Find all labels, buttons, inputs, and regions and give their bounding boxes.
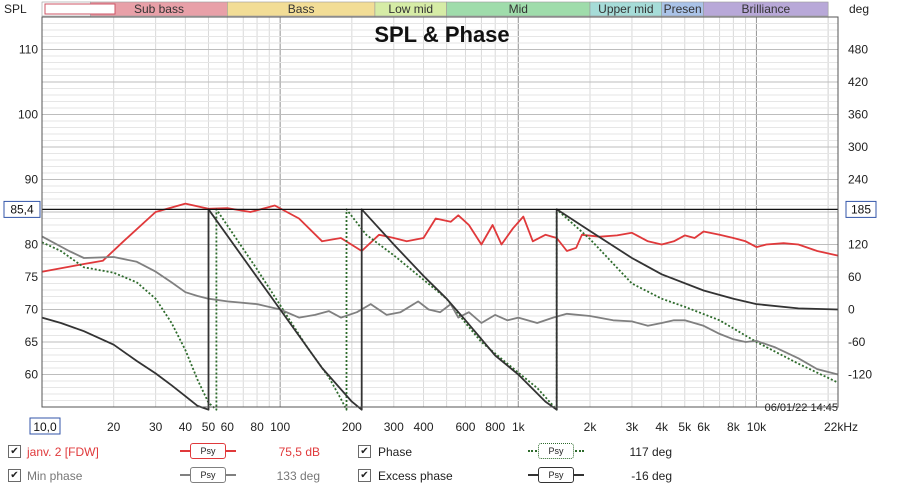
legend-swatch-box: Psy [538, 443, 574, 459]
y-right-tick-label: 480 [848, 43, 868, 57]
x-tick-label: 60 [221, 420, 235, 434]
legend-row: ✔ janv. 2 [FDW] Psy 75,5 dB ✔ Phase Psy 117 deg [0, 441, 900, 463]
x-tick-label: 40 [179, 420, 193, 434]
y-left-tick-label: 75 [25, 270, 39, 284]
grid-lines [42, 16, 838, 408]
legend-swatch-box: Psy [538, 467, 574, 483]
x-tick-label: 2k [584, 420, 598, 434]
y-right-tick-label: -120 [848, 368, 872, 382]
legend-value: 117 deg [629, 445, 673, 459]
plot-frame [41, 16, 839, 408]
y-axis-left-label: SPL [4, 2, 27, 16]
y-left-tick-label: 90 [25, 173, 39, 187]
legend-checkbox[interactable]: ✔ [358, 469, 371, 482]
legend-label: Min phase [27, 469, 83, 483]
frequency-bands: Sub bass Bass Low mid Mid Upper mid Presen Bri… [41, 1, 829, 17]
y-left-tick-label: 70 [25, 303, 39, 317]
x-tick-label: 3k [626, 420, 640, 434]
cursor-spl-box [3, 200, 41, 218]
band-label-7: Brilliance [742, 2, 791, 16]
x-tick-label: 300 [384, 420, 404, 434]
x-tick-label: 20 [107, 420, 121, 434]
x-tick-label: 50 [202, 420, 216, 434]
x-start-box [29, 417, 61, 435]
legend-swatch[interactable]: Psy [178, 441, 238, 461]
legend-swatch[interactable]: Psy [526, 465, 586, 485]
legend-swatch[interactable]: Psy [178, 465, 238, 485]
band-label-2: Bass [288, 2, 315, 16]
legend-checkbox[interactable]: ✔ [358, 445, 371, 458]
y-right-tick-label: 360 [848, 108, 868, 122]
band-slot [44, 3, 116, 15]
y-left-tick-label: 80 [25, 238, 39, 252]
legend-label: Excess phase [378, 469, 453, 483]
band-label-3: Low mid [388, 2, 433, 16]
axis-labels: 60657075808590100110-120-600601202403003… [3, 43, 877, 435]
legend-checkbox[interactable]: ✔ [8, 445, 21, 458]
band-label-4: Mid [509, 2, 528, 16]
cursor-deg-value: 185 [851, 202, 871, 216]
spl-phase-chart[interactable]: Sub bass Bass Low mid Mid Upper mid Presen Bri… [0, 0, 900, 440]
series-2 [41, 235, 839, 376]
y-right-tick-label: 120 [848, 238, 868, 252]
y-left-tick-label: 100 [18, 108, 38, 122]
y-right-tick-label: 0 [848, 303, 855, 317]
band-7 [703, 1, 829, 17]
y-left-tick-label: 60 [25, 368, 39, 382]
x-tick-label: 6k [697, 420, 711, 434]
legend-value: -16 deg [631, 469, 672, 483]
cursor-deg-box [845, 200, 877, 218]
x-tick-label: 100 [270, 420, 290, 434]
y-right-tick-label: -60 [848, 335, 866, 349]
band-label-1: Sub bass [134, 2, 184, 16]
y-axis-right-label: deg [849, 2, 869, 16]
timestamp: 06/01/22 14:45 [765, 402, 838, 414]
legend-swatch-box: Psy [190, 467, 226, 483]
x-tick-label: 600 [455, 420, 475, 434]
y-left-tick-label: 110 [19, 43, 38, 57]
band-label-5: Upper mid [598, 2, 653, 16]
plot-border [41, 16, 839, 408]
cursor-spl-value: 85,4 [10, 202, 34, 216]
legend-row: ✔ Min phase Psy 133 deg ✔ Excess phase Psy -16 … [0, 465, 900, 487]
x-tick-label: 4k [655, 420, 669, 434]
x-tick-label: 200 [342, 420, 362, 434]
y-right-tick-label: 300 [848, 140, 868, 154]
x-tick-label: 10k [747, 420, 767, 434]
legend-value: 75,5 dB [278, 445, 320, 459]
x-tick-label: 1k [512, 420, 526, 434]
x-tick-label: 400 [414, 420, 434, 434]
legend-checkbox[interactable]: ✔ [8, 469, 21, 482]
y-right-tick-label: 240 [848, 173, 868, 187]
legend-value: 133 deg [276, 469, 320, 483]
x-tick-label: 8k [727, 420, 741, 434]
y-right-tick-label: 60 [848, 270, 862, 284]
x-tick-label: 80 [250, 420, 264, 434]
legend-swatch-box: Psy [190, 443, 226, 459]
series-3 [41, 208, 839, 411]
band-label-6: Presen [664, 2, 702, 16]
x-tick-label: 800 [485, 420, 505, 434]
y-right-tick-label: 420 [848, 75, 868, 89]
x-tick-label: 10,0 [33, 420, 57, 434]
legend-label: janv. 2 [FDW] [27, 445, 99, 459]
x-tick-label: 22kHz [824, 420, 858, 434]
x-tick-label: 30 [149, 420, 163, 434]
chart-title: SPL & Phase [374, 22, 509, 47]
legend-label: Phase [378, 445, 413, 459]
x-tick-label: 5k [678, 420, 692, 434]
legend-swatch[interactable]: Psy [526, 441, 586, 461]
y-left-tick-label: 65 [25, 335, 39, 349]
